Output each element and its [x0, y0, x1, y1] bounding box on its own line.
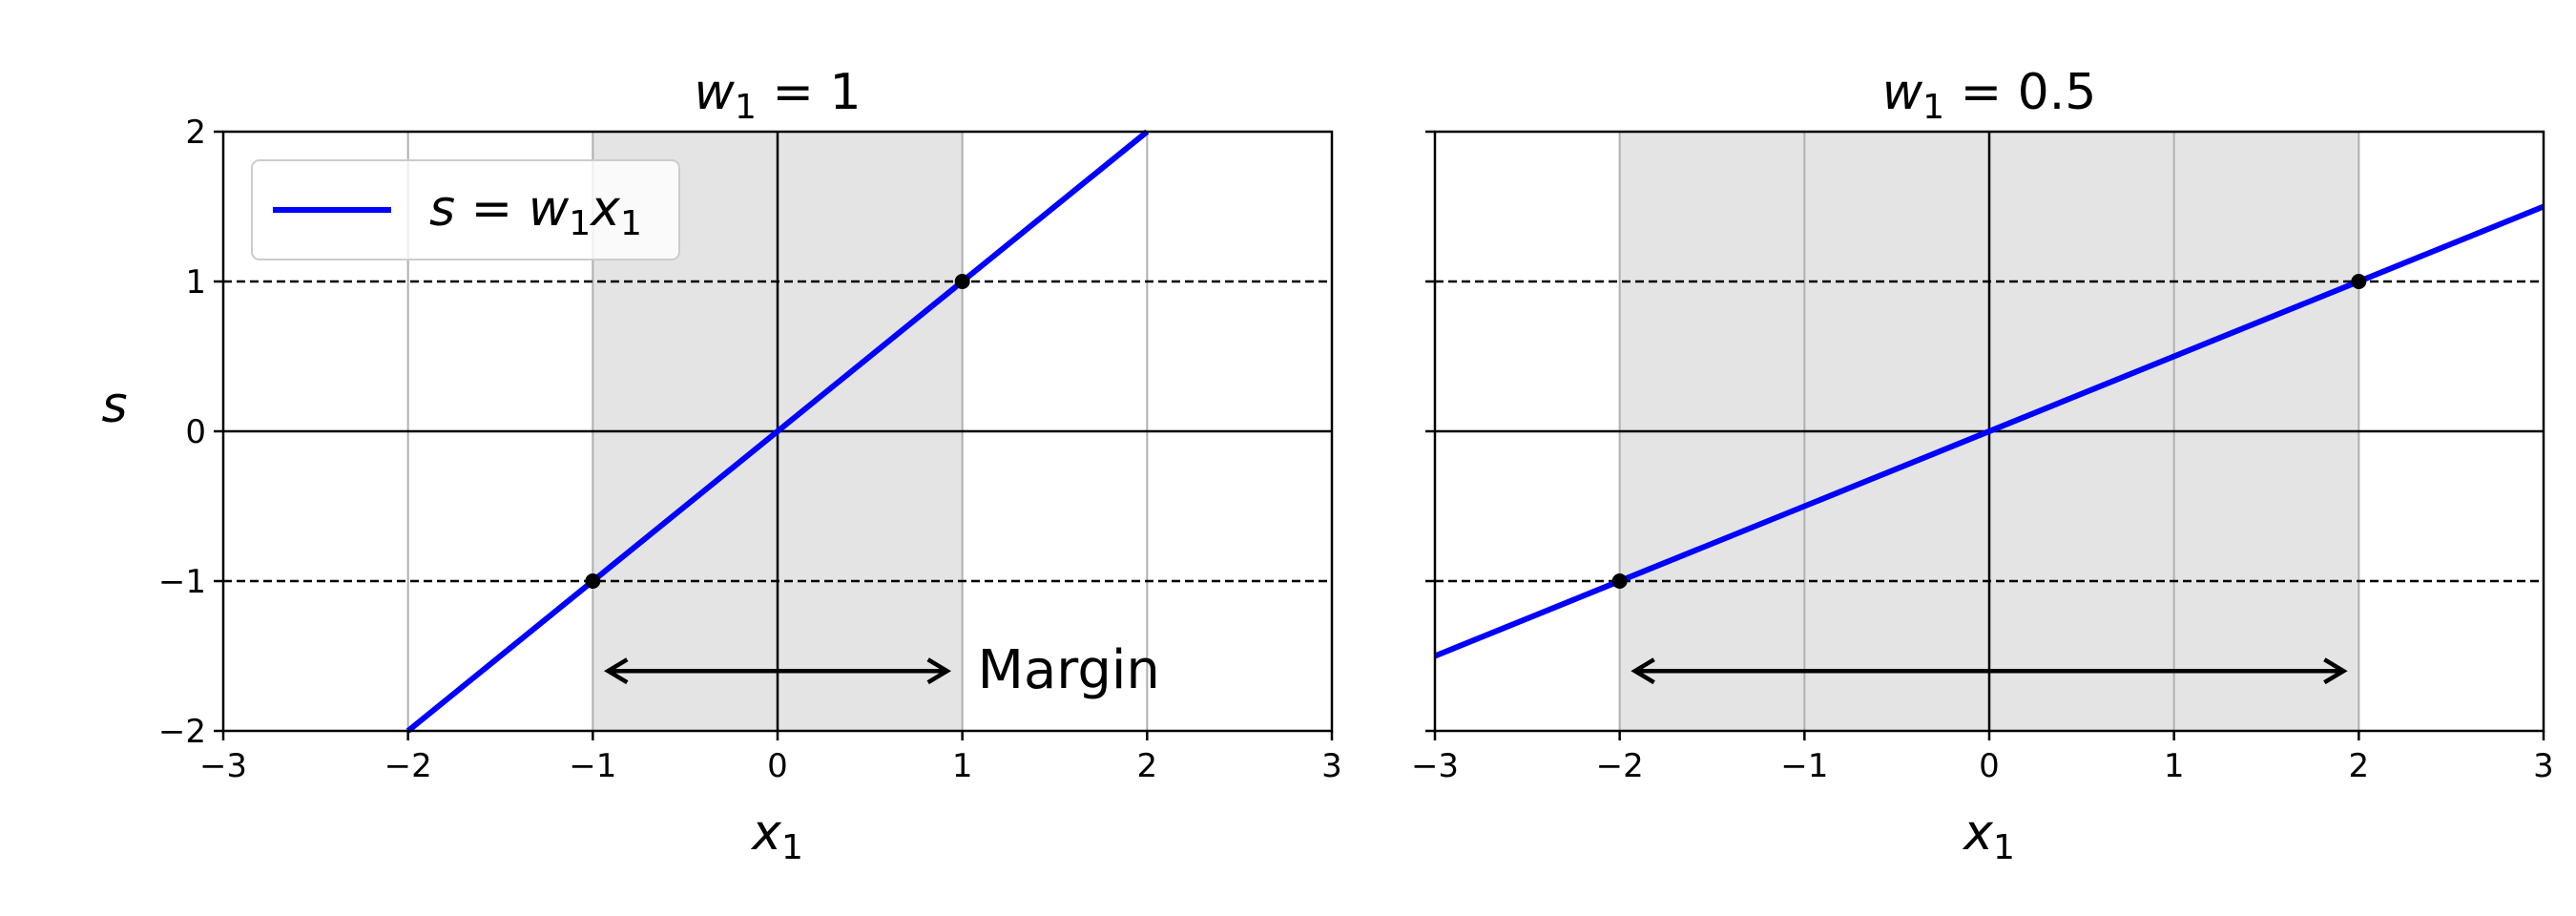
- right-support-point: [2351, 274, 2367, 289]
- left-y-tick-label: 2: [185, 114, 206, 152]
- right-x-axis-label: x1: [1962, 804, 2015, 867]
- left-x-tick-label: −1: [569, 747, 616, 785]
- margin-annotation: Margin: [978, 639, 1160, 701]
- right-x-tick-label: 2: [2349, 747, 2370, 785]
- left-x-tick-label: 1: [952, 747, 973, 785]
- right-chart-panel: −3 −2 −1 0 1 2 3 w1 = 0.5 x1: [1411, 64, 2554, 867]
- right-x-tick-label: 0: [1979, 747, 2000, 785]
- right-x-tick-label: −3: [1411, 747, 1459, 785]
- chart-legend: s = w1x1: [251, 159, 680, 260]
- left-y-axis-label: s: [101, 377, 127, 434]
- left-chart-title: w1 = 1: [694, 64, 861, 127]
- left-x-axis-label: x1: [750, 804, 803, 867]
- right-x-tick-label: −2: [1596, 747, 1644, 785]
- legend-box: [251, 159, 680, 260]
- left-x-tick-label: 3: [1321, 747, 1342, 785]
- left-support-point: [585, 573, 601, 589]
- right-x-tick-label: 1: [2164, 747, 2185, 785]
- right-margin-arrowhead-left: [1631, 657, 1655, 685]
- left-support-point: [954, 274, 970, 289]
- right-x-tick-label: −1: [1780, 747, 1828, 785]
- left-x-tick-label: −2: [384, 747, 432, 785]
- right-support-point: [1611, 573, 1628, 589]
- right-chart-title: w1 = 0.5: [1882, 64, 2097, 127]
- left-x-tick-label: 0: [767, 747, 788, 785]
- left-margin-arrowhead-left: [603, 657, 629, 685]
- left-y-tick-label: −2: [158, 713, 206, 751]
- left-margin-arrowhead-right: [926, 657, 952, 685]
- left-x-tick-label: 2: [1137, 747, 1158, 785]
- left-y-tick-label: −1: [158, 563, 206, 601]
- left-y-tick-label: 1: [185, 263, 206, 302]
- legend-label: s = w1x1: [429, 180, 642, 243]
- left-x-tick-label: −3: [199, 747, 247, 785]
- right-margin-arrowhead-right: [2323, 657, 2348, 685]
- left-y-tick-label: 0: [185, 413, 206, 451]
- right-x-tick-label: 3: [2533, 747, 2554, 785]
- left-series-line: [405, 129, 1150, 734]
